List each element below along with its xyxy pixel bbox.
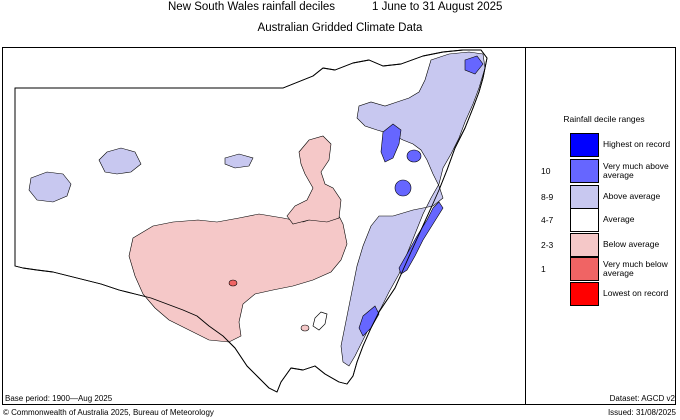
below-average-regions [128,135,348,343]
legend-code: 8-9 [541,192,554,202]
copyright-notice: © Commonwealth of Australia 2025, Bureau… [3,408,214,417]
map-period: 1 June to 31 August 2025 [372,1,503,13]
legend-label: Highest on record [603,139,671,150]
very-much-above-regions [358,55,484,337]
legend-swatch-very-much-above [570,159,599,183]
base-period: Base period: 1900—Aug 2025 [5,394,113,403]
legend-code: 2-3 [541,240,554,250]
legend-code: 10 [541,166,551,176]
legend-swatch-average [570,208,599,232]
legend-label: Above average [603,191,661,202]
issued-date: Issued: 31/08/2025 [607,408,676,417]
legend-item-lowest: Lowest on record [538,282,674,308]
legend-swatch-very-much-below [570,257,599,281]
very-much-above-south-patch [394,179,412,197]
very-much-above-northwest-patch [380,123,402,163]
legend-item-very-much-above: 10 Very much above average [538,159,674,185]
legend-swatch-highest [570,133,599,157]
below-average-small-patch [300,324,310,332]
legend-item-average: 4-7 Average [538,208,674,234]
very-much-above-northern-rivers-patch [464,55,484,75]
above-average-far-west-patch [28,171,72,203]
map-title-row: New South Wales rainfall deciles 1 June … [0,1,680,15]
legend-label: Lowest on record [603,288,669,299]
legend-swatch-below [570,233,599,257]
legend-item-very-much-below: 1 Very much below average [538,257,674,283]
above-average-regions [28,51,486,367]
legend-title: Rainfall decile ranges [563,114,645,124]
very-much-above-central-patch [406,149,422,163]
legend-label: Very much below average [603,258,668,278]
above-average-northwest-patch [98,147,142,175]
map-frame [2,47,676,405]
nsw-outline-stroke [14,49,488,393]
dataset-label: Dataset: AGCD v2 [609,394,675,403]
below-average-northeast-region [286,135,342,225]
map-subtitle: Australian Gridded Climate Data [257,22,423,34]
map-title: New South Wales rainfall deciles [168,1,336,13]
legend-item-below: 2-3 Below average [538,233,674,259]
legend-code: 1 [541,264,546,274]
legend-swatch-lowest [570,282,599,306]
legend-divider [525,47,526,405]
legend-code: 4-7 [541,215,554,225]
legend-label: Below average [603,239,660,250]
legend-swatch-above [570,185,599,209]
legend-label: Very much above average [603,160,669,180]
legend-label: Average [603,214,635,225]
act-outline [312,311,328,331]
very-much-below-spot [228,279,238,287]
above-average-central-north-patch [224,153,254,169]
nsw-map [14,49,488,393]
above-average-east-region [340,51,486,367]
legend-item-highest: Highest on record [538,133,674,159]
legend-item-above: 8-9 Above average [538,185,674,211]
very-much-above-coastal-strip [398,201,444,275]
below-average-west-region [128,207,348,343]
